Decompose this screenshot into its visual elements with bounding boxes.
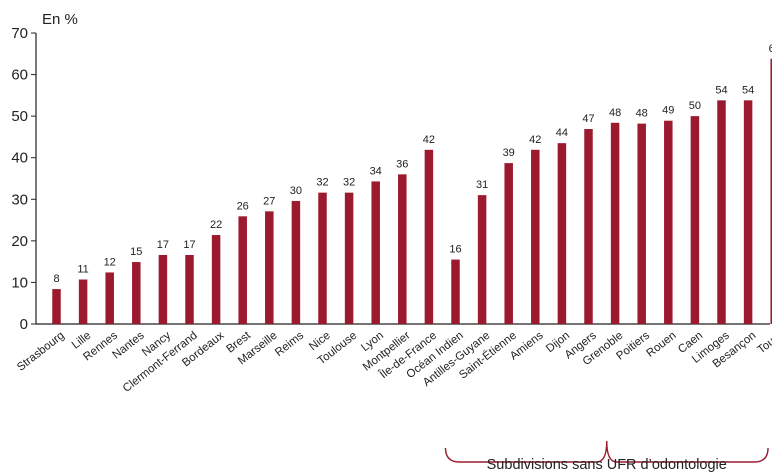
data-label: 34 xyxy=(370,165,382,177)
bars xyxy=(52,58,772,325)
bar xyxy=(105,272,114,324)
data-label: 44 xyxy=(556,127,568,139)
data-label: 15 xyxy=(130,246,142,258)
bar xyxy=(238,216,247,324)
y-unit-label: En % xyxy=(42,11,78,28)
data-label: 49 xyxy=(662,105,674,117)
data-label: 16 xyxy=(449,244,461,256)
bar xyxy=(770,58,772,324)
bar xyxy=(78,279,88,324)
data-label: 17 xyxy=(183,239,195,251)
group-brace xyxy=(444,440,769,463)
bar xyxy=(451,259,460,324)
bar xyxy=(504,163,513,324)
y-tick-label: 10 xyxy=(11,274,28,291)
data-label: 64 xyxy=(769,43,772,55)
bar xyxy=(424,149,434,324)
bar xyxy=(265,211,274,324)
data-label: 11 xyxy=(77,264,88,276)
data-label: 47 xyxy=(582,113,594,125)
bar xyxy=(344,192,354,324)
bar xyxy=(717,100,726,325)
data-label: 27 xyxy=(263,195,275,207)
data-label: 8 xyxy=(53,273,59,285)
bar xyxy=(531,149,540,324)
y-tick-label: 50 xyxy=(11,108,28,125)
data-label: 17 xyxy=(157,239,169,251)
bar xyxy=(132,262,141,324)
y-tick-label: 40 xyxy=(11,150,28,167)
data-label: 50 xyxy=(689,100,701,112)
bar xyxy=(291,200,301,324)
y-tick-label: 20 xyxy=(11,233,28,250)
bar xyxy=(557,143,567,324)
bar xyxy=(52,289,61,324)
bar xyxy=(637,123,646,324)
bar xyxy=(743,100,753,325)
data-label: 32 xyxy=(316,177,328,189)
axes: 0 10 20 30 40 50 60 70 xyxy=(11,25,770,333)
bar xyxy=(185,254,194,324)
y-tick-label: 0 xyxy=(20,316,28,333)
data-label: 42 xyxy=(529,134,541,146)
bar xyxy=(211,235,221,324)
data-label: 39 xyxy=(503,147,515,159)
data-label: 26 xyxy=(237,200,249,212)
data-label: 48 xyxy=(609,107,621,119)
data-label: 30 xyxy=(290,185,302,197)
bar xyxy=(690,116,700,325)
category-label: Strasbourg xyxy=(15,330,67,374)
bar xyxy=(371,181,380,324)
category-label: Tours xyxy=(755,329,772,356)
group-annotation: Subdivisions sans UFR d’odontologie xyxy=(444,440,769,472)
bar xyxy=(584,129,593,324)
category-label: Reims xyxy=(273,329,306,359)
data-label: 32 xyxy=(343,177,355,189)
data-label: 54 xyxy=(715,84,727,96)
data-label: 36 xyxy=(396,158,408,170)
category-label: Rouen xyxy=(644,330,678,360)
data-label: 31 xyxy=(476,179,488,191)
bar xyxy=(664,120,673,324)
data-label: 54 xyxy=(742,84,754,96)
labels: 8Strasbourg11Lille12Rennes15Nantes17Nanc… xyxy=(15,43,772,395)
bar xyxy=(398,174,407,324)
data-label: 48 xyxy=(636,108,648,120)
y-tick-label: 30 xyxy=(11,191,28,208)
group-annotation-label: Subdivisions sans UFR d’odontologie xyxy=(487,457,727,472)
bar xyxy=(610,122,620,325)
bar xyxy=(477,195,487,324)
data-label: 12 xyxy=(104,256,116,268)
y-tick-label: 60 xyxy=(11,67,28,84)
y-tick-label: 70 xyxy=(11,25,28,42)
data-label: 42 xyxy=(423,134,435,146)
bar xyxy=(318,192,327,324)
bar xyxy=(158,254,168,324)
data-label: 22 xyxy=(210,219,222,231)
